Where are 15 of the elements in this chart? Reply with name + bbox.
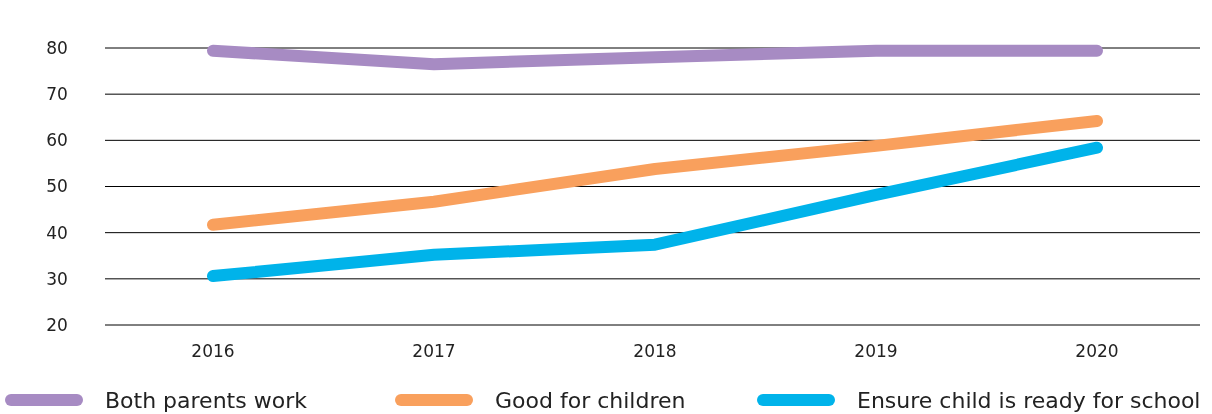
y-tick-label: 30 — [46, 268, 68, 289]
x-tick-label: 2018 — [633, 341, 677, 361]
y-tick-label: 40 — [46, 222, 68, 243]
legend-label: Ensure child is ready for school — [857, 387, 1201, 413]
x-tick-label: 2017 — [412, 341, 456, 361]
y-tick-label: 20 — [46, 314, 68, 335]
legend-label: Both parents work — [105, 387, 308, 413]
y-tick-label: 50 — [46, 176, 68, 197]
y-tick-label: 60 — [46, 130, 68, 151]
x-tick-label: 2016 — [191, 341, 235, 361]
x-tick-label: 2019 — [854, 341, 898, 361]
x-tick-label: 2020 — [1075, 341, 1119, 361]
y-tick-label: 70 — [46, 84, 68, 105]
legend-label: Good for children — [495, 387, 686, 413]
y-tick-label: 80 — [46, 37, 68, 58]
